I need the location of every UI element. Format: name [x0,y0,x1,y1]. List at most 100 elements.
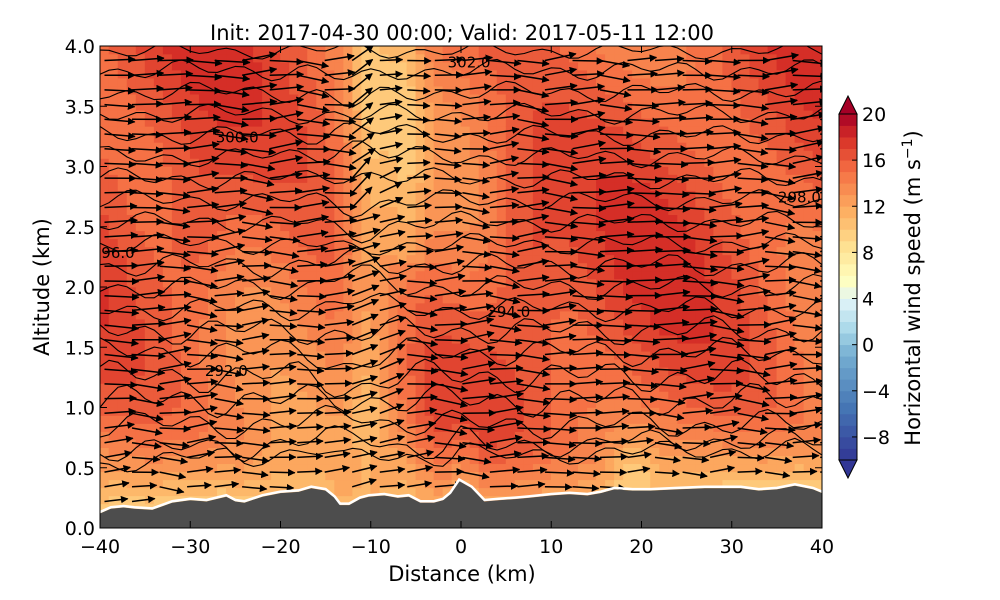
field-cell [244,359,254,368]
field-cell [180,367,191,376]
field-cell [316,53,326,63]
field-cell [361,206,372,215]
field-cell [713,391,724,400]
field-cell [217,302,227,312]
field-cell [632,286,642,296]
field-cell [776,342,787,352]
field-cell [117,238,128,248]
field-cell [442,342,453,352]
field-cell [650,206,660,215]
field-cell [370,182,381,191]
field-cell [641,294,651,304]
field-cell [180,431,191,440]
field-cell [126,93,137,103]
field-cell [226,142,236,151]
field-cell [451,206,462,215]
field-cell [668,463,678,473]
field-cell [713,166,724,175]
field-cell [514,166,525,175]
field-cell [171,93,182,103]
field-cell [171,198,182,207]
field-cell [100,318,110,328]
field-cell [144,61,155,71]
field-cell [451,367,462,376]
field-cell [623,254,633,264]
field-cell [100,479,110,489]
field-cell [226,350,236,360]
field-cell [731,254,742,264]
field-cell [487,109,498,119]
field-cell [704,246,714,256]
field-cell [614,399,624,408]
field-cell [226,334,236,344]
field-cell [587,142,597,151]
field-cell [677,206,687,215]
field-cell [749,423,760,432]
field-cell [614,166,624,175]
field-cell [307,399,317,408]
field-cell [316,342,326,352]
wind-vector [764,456,793,465]
field-cell [153,342,164,352]
field-cell [388,447,399,456]
field-cell [496,230,507,240]
field-cell [559,359,570,368]
field-cell [379,302,390,312]
field-cell [334,101,344,111]
field-cell [343,310,353,320]
field-cell [587,53,597,63]
field-cell [713,61,724,71]
field-cell [226,463,236,473]
field-cell [271,439,281,448]
wind-vector [407,406,438,415]
field-cell [117,126,128,135]
field-cell [397,391,408,400]
field-cell [451,77,462,87]
field-cell [695,463,705,473]
field-cell [632,198,642,207]
field-cell [794,463,805,473]
field-cell [153,46,164,55]
field-cell [632,158,642,167]
field-cell [722,101,733,111]
field-cell [325,61,335,71]
field-cell [605,326,615,336]
field-cell [397,334,408,344]
field-cell [316,350,326,360]
field-cell [424,383,435,392]
field-cell [578,318,588,328]
field-cell [785,254,796,264]
field-cell [578,415,588,424]
field-cell [397,150,408,159]
field-cell [578,310,588,320]
field-cell [803,479,814,489]
field-cell [496,262,507,272]
field-cell [803,278,814,288]
field-cell [695,479,705,489]
field-cell [767,334,778,344]
wind-vector [379,388,404,400]
wind-vector [352,420,378,429]
field-cell [307,447,317,456]
field-cell [361,230,372,240]
field-cell [307,53,317,63]
field-cell [352,375,363,384]
wind-vector [214,426,245,434]
field-cell [361,310,372,320]
field-cell [171,359,182,368]
field-cell [226,375,236,384]
field-cell [505,286,516,296]
field-cell [650,190,660,199]
field-cell [253,294,263,304]
field-cell [352,118,363,127]
field-cell [686,326,696,336]
field-cell [550,61,561,71]
field-cell [686,206,696,215]
wind-vector [242,470,269,479]
field-cell [550,391,561,400]
field-cell [668,342,678,352]
field-cell [433,101,444,111]
field-cell [126,61,137,71]
field-cell [632,447,642,456]
field-cell [785,69,796,79]
